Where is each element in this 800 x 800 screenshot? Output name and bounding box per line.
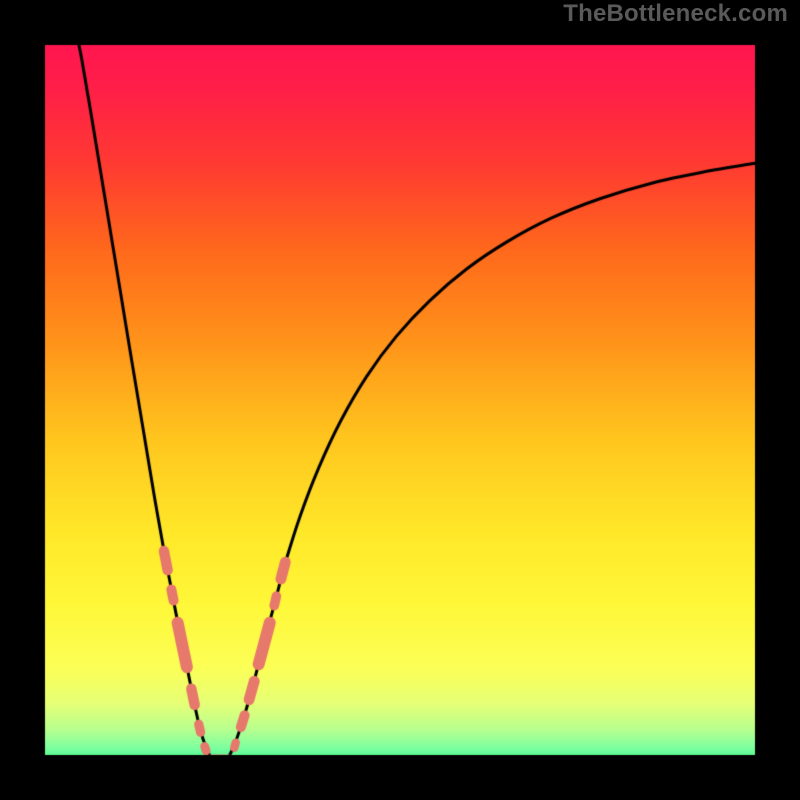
- bottleneck-chart-canvas: [0, 0, 800, 800]
- chart-container: TheBottleneck.com: [0, 0, 800, 800]
